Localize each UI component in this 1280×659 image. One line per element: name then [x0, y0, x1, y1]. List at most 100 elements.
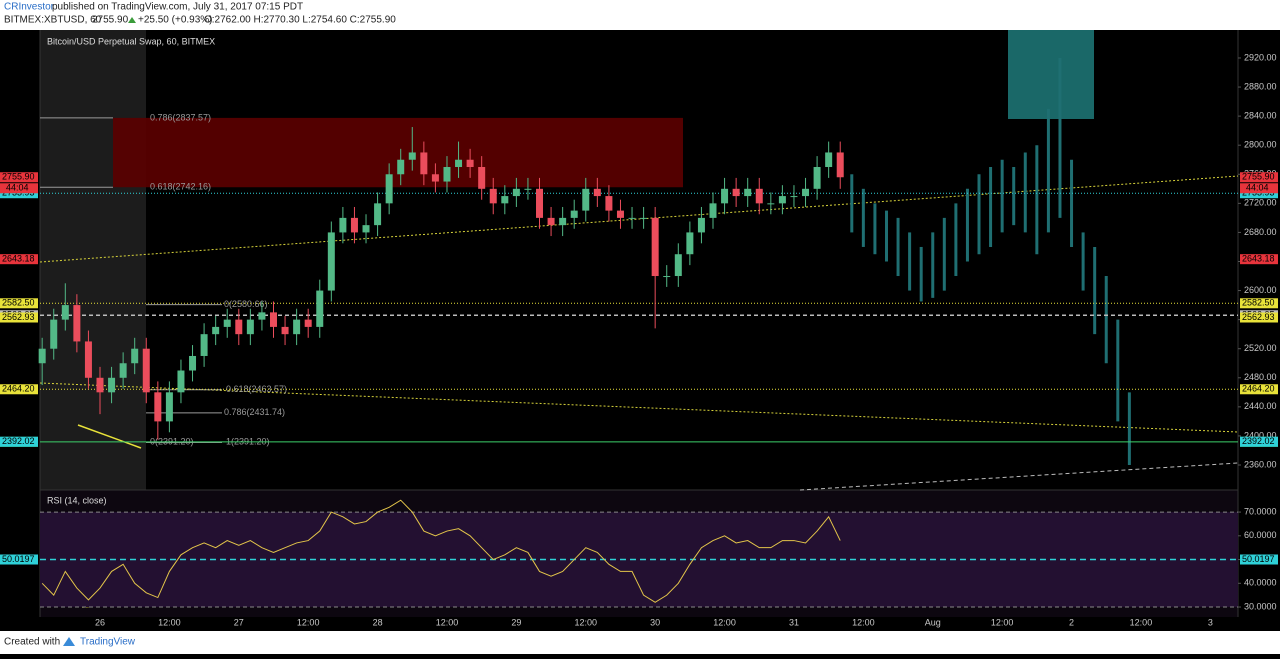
candle-body [84, 341, 92, 378]
price-badge-label: 2464.20 [1242, 384, 1275, 394]
candle-body [212, 326, 220, 335]
price-badge-label: 2464.20 [2, 384, 35, 394]
candle-body [651, 217, 659, 277]
candle-body [258, 312, 266, 320]
price-badge-label: 2562.93 [1242, 312, 1275, 322]
x-tick-label: 3 [1208, 617, 1213, 627]
ohlc: O:2762.00 H:2770.30 L:2754.60 C:2755.90 [204, 15, 396, 26]
candle-body [246, 319, 254, 335]
price-badge-label: 2392.02 [2, 436, 35, 446]
candle-body [697, 217, 705, 233]
x-tick-label: 12:00 [297, 617, 320, 627]
candle-body [628, 217, 636, 219]
candle-body [512, 188, 520, 197]
x-tick-label: 29 [511, 617, 521, 627]
price-badge-label: 2643.18 [2, 254, 35, 264]
tv-logo [63, 637, 75, 646]
x-tick-label: 2 [1069, 617, 1074, 627]
last-price: 2755.90 [92, 15, 129, 26]
fib-label: 0.786(2837.57) [150, 112, 211, 122]
candle-body [524, 188, 532, 190]
candle-body [790, 196, 798, 198]
y-tick-label: 2600.00 [1244, 285, 1277, 295]
price-badge [1240, 172, 1278, 183]
candle-body [721, 188, 729, 204]
trend-line [799, 462, 1239, 491]
candle-body [767, 203, 775, 205]
candle-body [189, 355, 197, 371]
time-axis-bg [0, 617, 1280, 631]
candle-body [223, 319, 231, 327]
candle-body [813, 167, 821, 189]
candle-body [374, 203, 382, 226]
y-tick-label: 60.0000 [1244, 530, 1277, 540]
candle-body [50, 319, 58, 349]
candle-body [235, 319, 243, 335]
price-badge [0, 384, 38, 395]
y-tick-label: 2800.00 [1244, 140, 1277, 150]
candle-body [154, 392, 162, 422]
y-tick-label: 40.0000 [1244, 578, 1277, 588]
rsi-badge-label: 50.0197 [1242, 554, 1275, 564]
author[interactable]: CRInvestor [4, 2, 55, 13]
candle-body [131, 348, 139, 364]
candle-body [385, 174, 393, 204]
candle-body [327, 232, 335, 291]
candle-body [825, 152, 833, 168]
x-tick-label: 12:00 [436, 617, 459, 627]
footer-brand[interactable]: TradingView [80, 637, 136, 648]
candle-body [478, 167, 486, 189]
resistance-zone [113, 117, 683, 188]
y-tick-label: 30.0000 [1244, 601, 1277, 611]
candle-body [802, 188, 810, 197]
rsi-badge-label: 50.0197 [2, 554, 35, 564]
candle-body [455, 159, 463, 168]
price-badge [1240, 436, 1278, 447]
candle-body [836, 152, 844, 178]
y-tick-label: 2720.00 [1244, 198, 1277, 208]
countdown-label: 44:04 [6, 183, 29, 193]
x-tick-label: 26 [95, 617, 105, 627]
candle-body [119, 363, 127, 378]
candle-body [755, 188, 763, 204]
candle-body [61, 305, 69, 320]
countdown-badge [1240, 183, 1278, 194]
fib-label: 0(2580.66) [224, 299, 268, 309]
x-tick-label: 31 [789, 617, 799, 627]
candle-body [686, 232, 694, 255]
candle-body [73, 305, 81, 342]
candle-body [732, 188, 740, 197]
candle-body [293, 319, 301, 335]
x-tick-label: 27 [234, 617, 244, 627]
published: published on TradingView.com, July 31, 2… [52, 2, 303, 13]
price-badge [1240, 254, 1278, 265]
candle-body [281, 326, 289, 335]
y-tick-label: 2880.00 [1244, 81, 1277, 91]
price-badge [0, 312, 38, 323]
price-badge-label: 2643.18 [1242, 254, 1275, 264]
symbol: BITMEX:XBTUSD, 60 [4, 15, 102, 26]
candle-body [582, 188, 590, 211]
rsi-badge [1240, 554, 1278, 565]
candle-body [570, 210, 578, 218]
price-badge-label: 2392.02 [1242, 436, 1275, 446]
candle-body [362, 225, 370, 233]
y-tick-label: 2480.00 [1244, 372, 1277, 382]
drawing [77, 424, 142, 449]
rsi-band [40, 512, 1238, 608]
candle-body [339, 217, 347, 233]
rsi-line [41, 499, 841, 603]
candle-body [605, 196, 613, 211]
x-tick-label: 12:00 [1130, 617, 1153, 627]
candle-body [420, 152, 428, 175]
up-arrow [128, 17, 136, 23]
x-tick-label: 12:00 [713, 617, 736, 627]
x-tick-label: 28 [373, 617, 383, 627]
price-badge [1240, 384, 1278, 395]
candle-body [96, 377, 104, 393]
candle-body [108, 377, 116, 393]
price-badge-label: 2582.50 [2, 298, 35, 308]
header-bg [0, 0, 1280, 30]
price-badge-label: 2755.90 [2, 172, 35, 182]
